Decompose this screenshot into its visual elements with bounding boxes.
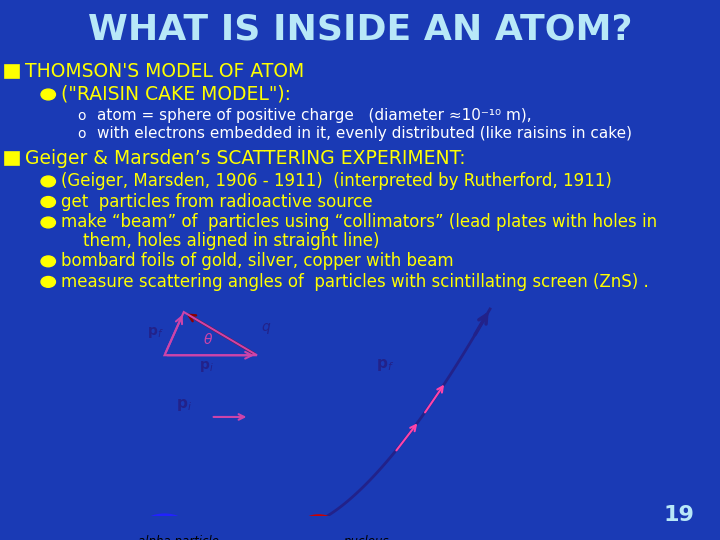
Text: $q$: $q$ [261, 321, 271, 335]
Text: them, holes aligned in straight line): them, holes aligned in straight line) [83, 232, 379, 250]
Text: $\theta$: $\theta$ [203, 333, 213, 347]
Text: (Geiger, Marsden, 1906 - 1911)  (interpreted by Rutherford, 1911): (Geiger, Marsden, 1906 - 1911) (interpre… [61, 172, 612, 191]
Text: $\mathbf{p}_i$: $\mathbf{p}_i$ [176, 397, 192, 413]
Text: bombard foils of gold, silver, copper with beam: bombard foils of gold, silver, copper wi… [61, 252, 454, 271]
Text: with electrons embedded in it, evenly distributed (like raisins in cake): with electrons embedded in it, evenly di… [97, 126, 632, 141]
Text: WHAT IS INSIDE AN ATOM?: WHAT IS INSIDE AN ATOM? [88, 13, 632, 46]
Circle shape [41, 89, 55, 100]
Text: $\mathbf{p}_f$: $\mathbf{p}_f$ [147, 325, 164, 340]
Text: get  particles from radioactive source: get particles from radioactive source [61, 193, 373, 211]
Text: ("RAISIN CAKE MODEL"):: ("RAISIN CAKE MODEL"): [61, 85, 291, 104]
Text: make “beam” of  particles using “collimators” (lead plates with holes in: make “beam” of particles using “collimat… [61, 213, 657, 232]
FancyBboxPatch shape [5, 65, 19, 78]
Text: o: o [77, 127, 86, 141]
Text: $\mathbf{p}_i$: $\mathbf{p}_i$ [199, 359, 214, 374]
Text: nucleus: nucleus [343, 536, 390, 540]
Text: Geiger & Marsden’s SCATTERING EXPERIMENT:: Geiger & Marsden’s SCATTERING EXPERIMENT… [25, 148, 466, 168]
Text: $\mathbf{p}_f$: $\mathbf{p}_f$ [377, 356, 395, 373]
Text: o: o [77, 109, 86, 123]
Text: measure scattering angles of  particles with scintillating screen (ZnS) .: measure scattering angles of particles w… [61, 273, 649, 291]
Circle shape [41, 256, 55, 267]
Text: alpha particle: alpha particle [138, 536, 219, 540]
Text: THOMSON'S MODEL OF ATOM: THOMSON'S MODEL OF ATOM [25, 62, 305, 81]
Text: atom = sphere of positive charge   (diameter ≈10⁻¹⁰ m),: atom = sphere of positive charge (diamet… [97, 108, 532, 123]
Circle shape [41, 276, 55, 287]
Circle shape [41, 176, 55, 187]
Text: 19: 19 [664, 505, 695, 525]
Circle shape [41, 197, 55, 207]
Circle shape [41, 217, 55, 228]
FancyBboxPatch shape [5, 152, 19, 165]
Ellipse shape [301, 515, 336, 535]
Ellipse shape [143, 514, 186, 536]
